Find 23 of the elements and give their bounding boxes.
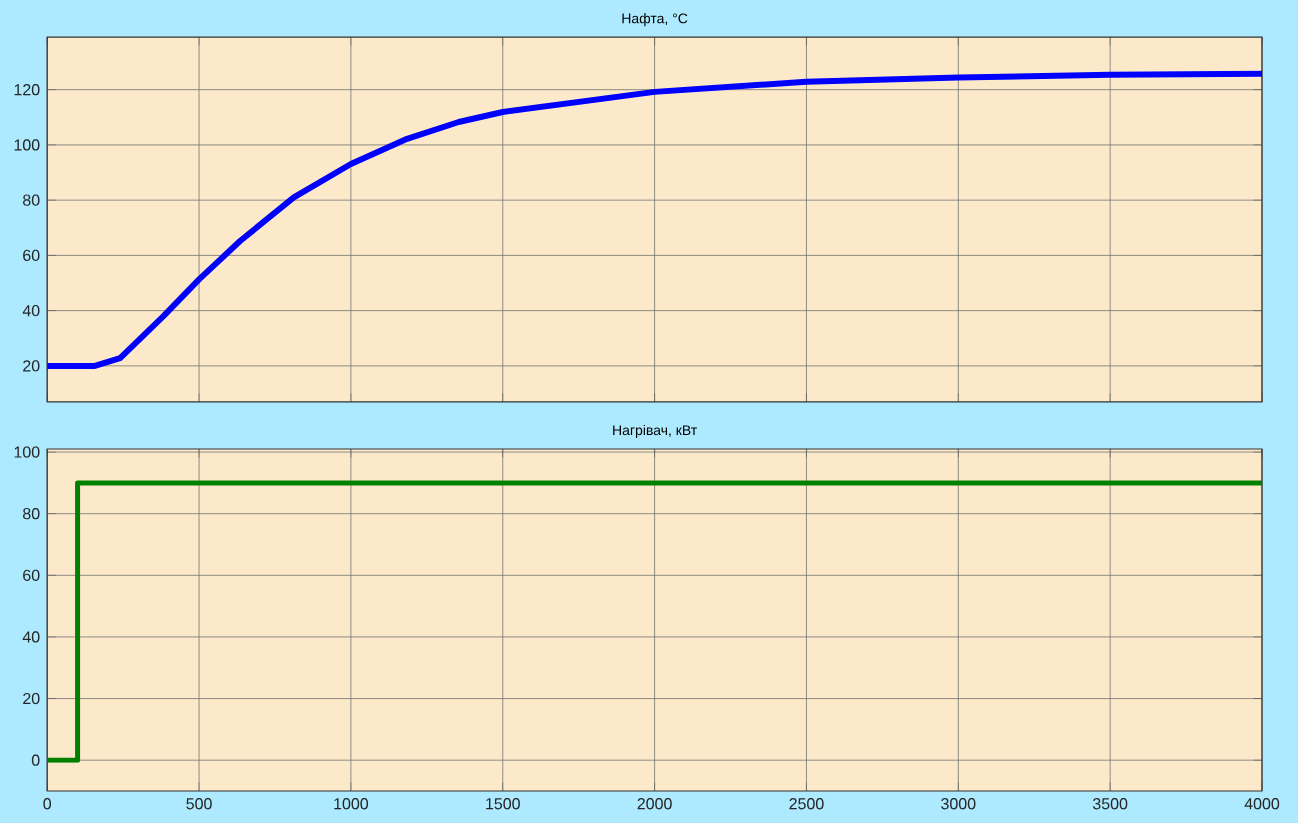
x-tick-label: 0	[43, 798, 52, 810]
y-tick-label: 20	[23, 692, 40, 705]
y-tick-label: 40	[22, 631, 40, 643]
y-tick-label: 100	[14, 139, 40, 151]
x-tick-label: 2500	[789, 798, 824, 810]
y-tick-label: 60	[23, 569, 40, 581]
x-tick-label: 3000	[941, 798, 976, 810]
x-tick-label: 500	[186, 798, 212, 810]
y-tick-label: 20	[23, 360, 40, 372]
y-tick-label: 40	[22, 304, 40, 317]
x-tick-label: 1500	[486, 798, 520, 810]
y-tick-label: 120	[14, 84, 40, 96]
y-tick-label: 0	[31, 754, 40, 766]
y-tick-label: 60	[23, 249, 40, 262]
x-tick-label: 1000	[334, 798, 369, 810]
chart-title: Нагрівач, кВт	[613, 424, 697, 438]
y-tick-label: 80	[23, 508, 40, 520]
x-tick-label: 4000	[1244, 798, 1280, 810]
x-tick-label: 3500	[1092, 798, 1128, 810]
chart-title: Нафта, °C	[622, 13, 688, 27]
y-tick-label: 80	[23, 194, 40, 206]
y-tick-label: 100	[14, 446, 40, 458]
x-tick-label: 2000	[637, 798, 672, 810]
